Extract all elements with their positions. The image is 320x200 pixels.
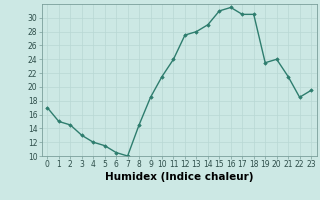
X-axis label: Humidex (Indice chaleur): Humidex (Indice chaleur) xyxy=(105,172,253,182)
